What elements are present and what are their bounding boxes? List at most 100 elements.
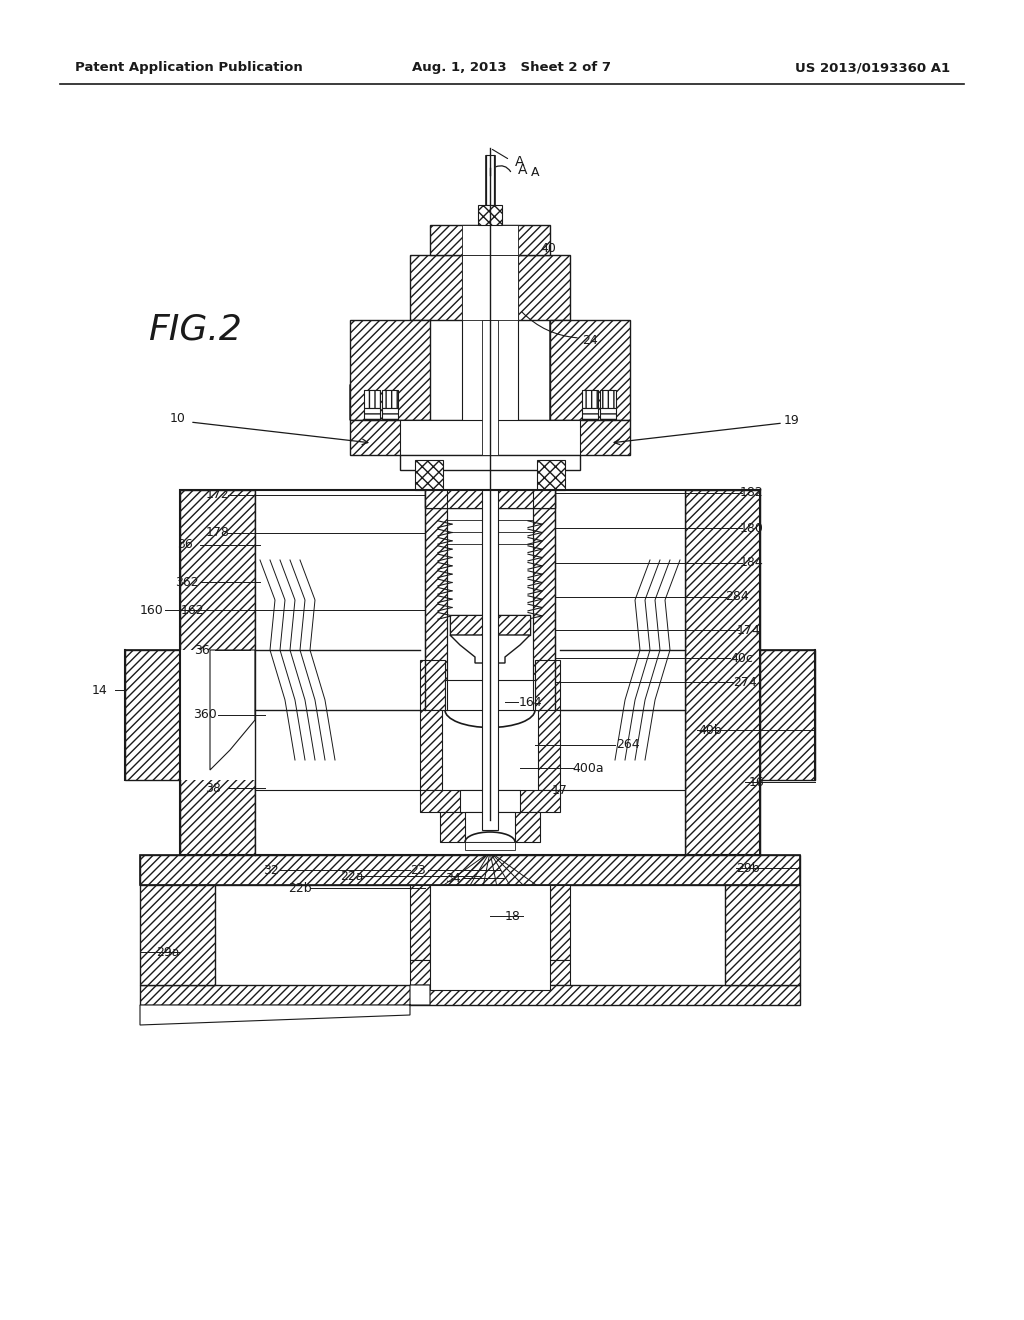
- Bar: [420, 710, 442, 789]
- Text: 172: 172: [206, 488, 229, 502]
- Bar: [180, 490, 760, 855]
- Bar: [140, 855, 800, 884]
- Bar: [538, 710, 560, 789]
- Bar: [180, 490, 255, 855]
- Bar: [368, 389, 376, 420]
- Bar: [350, 319, 430, 420]
- Bar: [604, 389, 612, 420]
- Text: Patent Application Publication: Patent Application Publication: [75, 62, 303, 74]
- Polygon shape: [210, 649, 255, 770]
- Text: 14: 14: [92, 684, 108, 697]
- Bar: [462, 224, 518, 255]
- Bar: [486, 154, 494, 205]
- Text: 29b: 29b: [736, 862, 760, 874]
- Bar: [255, 490, 685, 855]
- Bar: [582, 408, 598, 420]
- Bar: [535, 660, 560, 710]
- Polygon shape: [450, 635, 530, 663]
- Bar: [586, 389, 594, 420]
- Text: Aug. 1, 2013   Sheet 2 of 7: Aug. 1, 2013 Sheet 2 of 7: [413, 62, 611, 74]
- Bar: [450, 615, 530, 635]
- Text: 19: 19: [784, 413, 800, 426]
- Bar: [140, 985, 800, 1005]
- Bar: [382, 408, 398, 420]
- Bar: [140, 855, 800, 884]
- Text: 264: 264: [616, 738, 640, 751]
- Bar: [400, 455, 580, 470]
- Text: 17: 17: [552, 784, 568, 796]
- Bar: [420, 789, 560, 812]
- Bar: [386, 389, 394, 420]
- Bar: [465, 812, 515, 842]
- Text: 400a: 400a: [572, 762, 604, 775]
- Bar: [462, 224, 518, 425]
- Text: FIG.2: FIG.2: [148, 313, 242, 347]
- Text: 362: 362: [175, 576, 199, 589]
- Text: 18: 18: [505, 909, 521, 923]
- Bar: [410, 960, 570, 985]
- Text: US 2013/0193360 A1: US 2013/0193360 A1: [795, 62, 950, 74]
- Bar: [420, 660, 445, 710]
- Bar: [482, 490, 498, 830]
- Bar: [425, 490, 555, 508]
- Bar: [125, 649, 180, 780]
- Bar: [534, 490, 555, 710]
- Bar: [485, 154, 495, 405]
- Bar: [465, 842, 515, 850]
- Bar: [478, 205, 502, 224]
- Bar: [462, 255, 518, 319]
- Polygon shape: [350, 255, 430, 420]
- Bar: [364, 389, 380, 408]
- Bar: [140, 884, 215, 985]
- Text: A: A: [515, 154, 524, 169]
- Bar: [600, 408, 616, 420]
- Polygon shape: [550, 255, 630, 420]
- Bar: [600, 389, 616, 408]
- Text: A: A: [530, 166, 540, 180]
- Bar: [440, 812, 540, 842]
- Text: 38: 38: [205, 781, 221, 795]
- Bar: [415, 459, 443, 490]
- Bar: [125, 649, 180, 780]
- Bar: [350, 420, 630, 455]
- Text: 184: 184: [740, 557, 764, 569]
- Bar: [760, 649, 815, 780]
- Bar: [445, 680, 535, 710]
- Bar: [725, 884, 800, 985]
- Text: 360: 360: [194, 709, 217, 722]
- Bar: [425, 490, 555, 508]
- Bar: [364, 408, 380, 420]
- Text: 32: 32: [263, 863, 279, 876]
- Bar: [430, 884, 550, 990]
- Text: 40c: 40c: [730, 652, 754, 664]
- Text: 284: 284: [725, 590, 749, 603]
- Bar: [482, 319, 498, 455]
- Bar: [685, 490, 760, 855]
- Text: 182: 182: [740, 487, 764, 499]
- Text: 16: 16: [750, 776, 765, 788]
- Text: 274: 274: [733, 676, 757, 689]
- Bar: [400, 420, 580, 455]
- Text: A: A: [518, 162, 527, 177]
- Bar: [550, 319, 630, 420]
- Text: 40b: 40b: [698, 723, 722, 737]
- Text: 180: 180: [740, 521, 764, 535]
- Text: 178: 178: [206, 527, 230, 540]
- Text: 164: 164: [518, 696, 542, 709]
- Text: 40: 40: [540, 242, 556, 255]
- Bar: [410, 884, 430, 960]
- Text: 34: 34: [445, 871, 461, 884]
- Bar: [430, 224, 550, 255]
- Text: 36: 36: [195, 644, 210, 656]
- Text: 23: 23: [411, 863, 426, 876]
- Bar: [582, 389, 598, 408]
- Bar: [450, 615, 530, 635]
- Bar: [425, 490, 447, 710]
- Bar: [550, 884, 570, 960]
- Bar: [382, 389, 398, 408]
- Text: 36: 36: [177, 539, 193, 552]
- Text: 29a: 29a: [157, 945, 180, 958]
- Bar: [410, 255, 570, 319]
- Text: 174: 174: [737, 623, 761, 636]
- Text: 10: 10: [170, 412, 186, 425]
